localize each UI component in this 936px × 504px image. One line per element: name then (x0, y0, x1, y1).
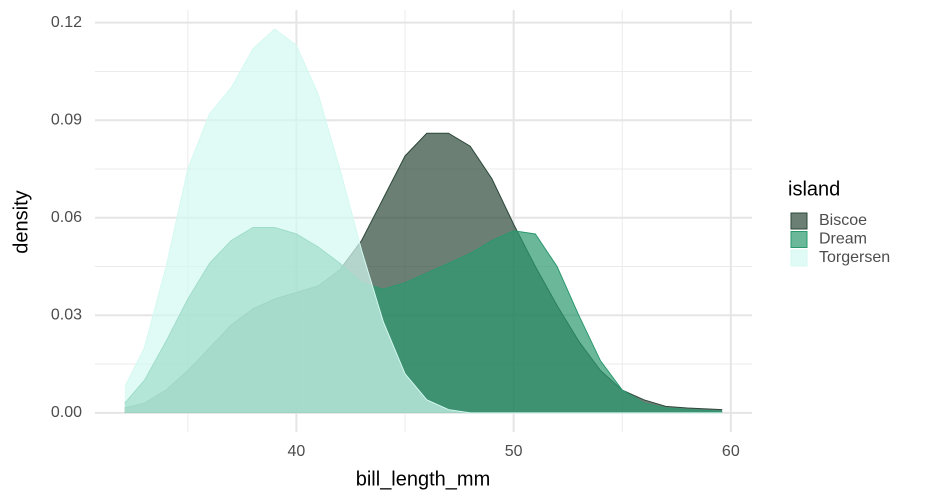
legend-title: island (788, 178, 840, 200)
legend-key (790, 231, 808, 248)
legend-key (790, 212, 808, 230)
y-axis-title: density (10, 190, 32, 253)
y-tick-label: 0.00 (51, 404, 82, 421)
y-tick-label: 0.12 (51, 14, 82, 31)
x-tick-label: 60 (722, 443, 740, 460)
area-fill (124, 29, 723, 413)
x-tick-label: 40 (288, 443, 306, 460)
x-tick-label: 50 (505, 443, 523, 460)
y-tick-label: 0.09 (51, 111, 82, 128)
y-tick-label: 0.03 (51, 307, 82, 324)
y-tick-label: 0.06 (51, 209, 82, 226)
legend-label: Torgersen (819, 249, 890, 266)
legend-key (790, 249, 808, 267)
legend-label: Biscoe (819, 212, 867, 229)
density-line (124, 28, 723, 414)
x-axis-title: bill_length_mm (356, 468, 491, 490)
legend-label: Dream (819, 231, 867, 248)
